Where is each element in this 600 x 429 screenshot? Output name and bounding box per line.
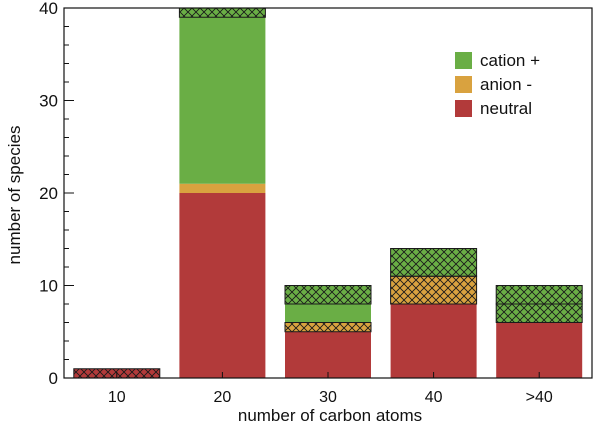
y-axis-label: number of species bbox=[5, 126, 24, 265]
x-tick-label: 30 bbox=[319, 389, 337, 406]
legend-label: cation + bbox=[480, 51, 540, 70]
legend-label: neutral bbox=[480, 99, 532, 118]
x-tick-label: >40 bbox=[526, 389, 553, 406]
legend-swatch bbox=[455, 52, 472, 69]
bars-layer bbox=[73, 7, 583, 379]
bar-neutral-3 bbox=[390, 304, 477, 378]
legend: cation + anion - neutral bbox=[455, 51, 540, 118]
legend-swatch bbox=[455, 76, 472, 93]
bar-anion-1 bbox=[179, 183, 266, 193]
y-tick-label: 20 bbox=[39, 184, 58, 203]
hatched-segment bbox=[390, 248, 478, 277]
legend-label: anion - bbox=[480, 75, 532, 94]
x-tick-label: 40 bbox=[425, 389, 443, 406]
bar-neutral-4 bbox=[496, 322, 583, 378]
hatched-segment bbox=[390, 275, 478, 305]
hatched-segment bbox=[284, 285, 372, 305]
axes-layer: 10 20 30 40 >40 0 10 20 30 40 bbox=[39, 0, 593, 406]
hatched-segment bbox=[178, 7, 266, 18]
y-tick-label: 0 bbox=[49, 369, 58, 388]
y-tick-label: 10 bbox=[39, 277, 58, 296]
bar-neutral-1 bbox=[179, 193, 266, 378]
x-tick-label: 10 bbox=[108, 389, 126, 406]
hatched-segment bbox=[284, 322, 372, 333]
x-axis-label: number of carbon atoms bbox=[238, 406, 422, 425]
y-tick-label: 30 bbox=[39, 92, 58, 111]
legend-swatch bbox=[455, 100, 472, 117]
bar-neutral-2 bbox=[285, 331, 371, 378]
x-tick-label: 20 bbox=[214, 389, 232, 406]
bar-cation-1 bbox=[179, 17, 266, 184]
hatched-segment bbox=[495, 303, 583, 323]
y-tick-label: 40 bbox=[39, 0, 58, 18]
hatched-segment bbox=[495, 285, 583, 305]
